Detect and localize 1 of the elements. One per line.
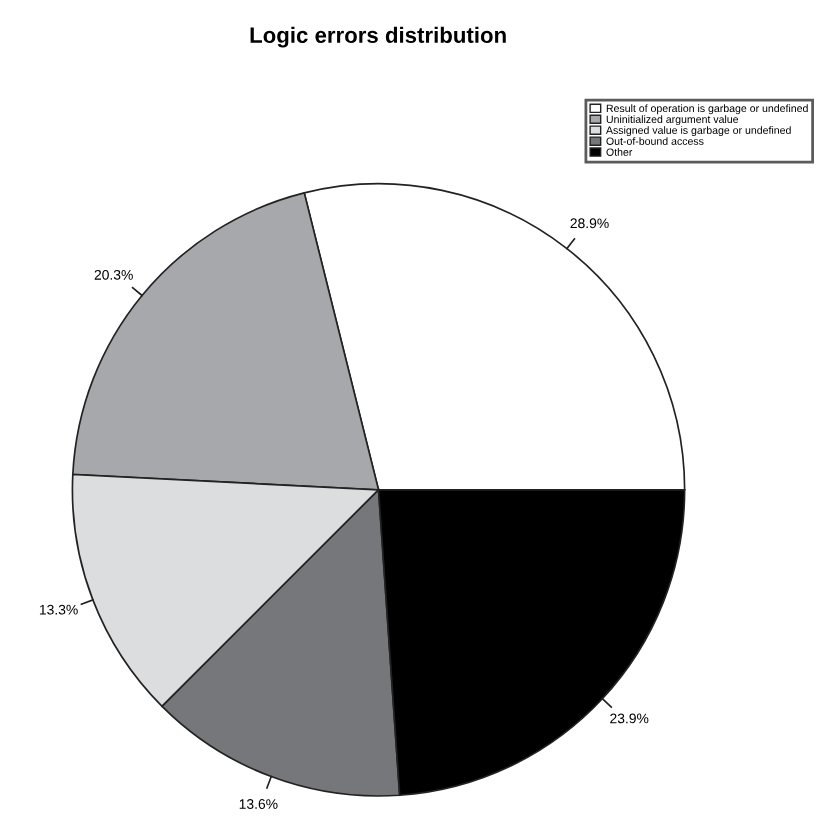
chart-title: Logic errors distribution [250, 26, 506, 48]
